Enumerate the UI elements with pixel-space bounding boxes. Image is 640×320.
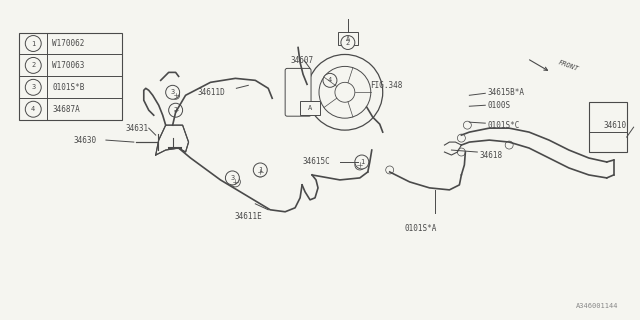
Text: W170063: W170063 [52, 61, 84, 70]
Text: 0101S*A: 0101S*A [404, 224, 437, 233]
Circle shape [225, 171, 239, 185]
Text: 0101S*B: 0101S*B [52, 83, 84, 92]
Circle shape [323, 73, 337, 87]
Circle shape [26, 79, 41, 95]
Text: 34615C: 34615C [302, 157, 330, 166]
Text: A: A [346, 36, 350, 42]
Text: 1: 1 [258, 167, 262, 173]
Circle shape [458, 134, 465, 142]
Circle shape [319, 67, 371, 118]
Circle shape [26, 36, 41, 52]
Text: 3: 3 [230, 175, 234, 181]
Polygon shape [156, 125, 189, 155]
FancyBboxPatch shape [285, 68, 311, 116]
Circle shape [172, 106, 180, 114]
Circle shape [26, 58, 41, 73]
Circle shape [307, 54, 383, 130]
Text: 34607: 34607 [290, 56, 313, 65]
Circle shape [355, 155, 369, 169]
Text: 0101S*C: 0101S*C [487, 121, 520, 130]
Text: 34611D: 34611D [198, 88, 225, 97]
Circle shape [253, 163, 268, 177]
Text: 0100S: 0100S [487, 101, 510, 110]
Circle shape [255, 167, 265, 177]
Circle shape [458, 148, 465, 156]
Text: 3: 3 [170, 89, 175, 95]
Circle shape [166, 85, 180, 99]
Circle shape [26, 101, 41, 117]
Text: 2: 2 [346, 39, 350, 45]
Text: FRONT: FRONT [557, 60, 579, 72]
Circle shape [386, 166, 394, 174]
Text: 34631: 34631 [125, 124, 148, 132]
Text: 1: 1 [31, 41, 35, 46]
Text: 2: 2 [173, 107, 178, 113]
Bar [300, 101, 320, 115]
Text: A: A [308, 105, 312, 111]
Text: 34618: 34618 [479, 150, 502, 160]
Bar [338, 32, 358, 45]
Circle shape [341, 36, 355, 50]
Text: 34630: 34630 [73, 136, 96, 145]
Text: FIG.348: FIG.348 [370, 81, 402, 90]
Circle shape [230, 177, 241, 187]
Text: 4: 4 [328, 77, 332, 83]
Circle shape [335, 82, 355, 102]
Text: 1: 1 [360, 159, 364, 165]
Text: 34610: 34610 [604, 121, 627, 130]
Text: A346001144: A346001144 [576, 303, 619, 309]
Circle shape [169, 103, 182, 117]
Text: 2: 2 [31, 62, 35, 68]
Text: W170062: W170062 [52, 39, 84, 48]
Circle shape [505, 141, 513, 149]
Circle shape [355, 160, 365, 170]
Bar [19, 33, 122, 120]
Text: 4: 4 [31, 106, 35, 112]
Text: 34687A: 34687A [52, 105, 80, 114]
Bar [589, 102, 627, 152]
Text: 3: 3 [31, 84, 35, 90]
Text: 34611E: 34611E [234, 212, 262, 221]
Circle shape [172, 91, 180, 99]
Text: 34615B*A: 34615B*A [487, 88, 524, 97]
Circle shape [463, 121, 471, 129]
